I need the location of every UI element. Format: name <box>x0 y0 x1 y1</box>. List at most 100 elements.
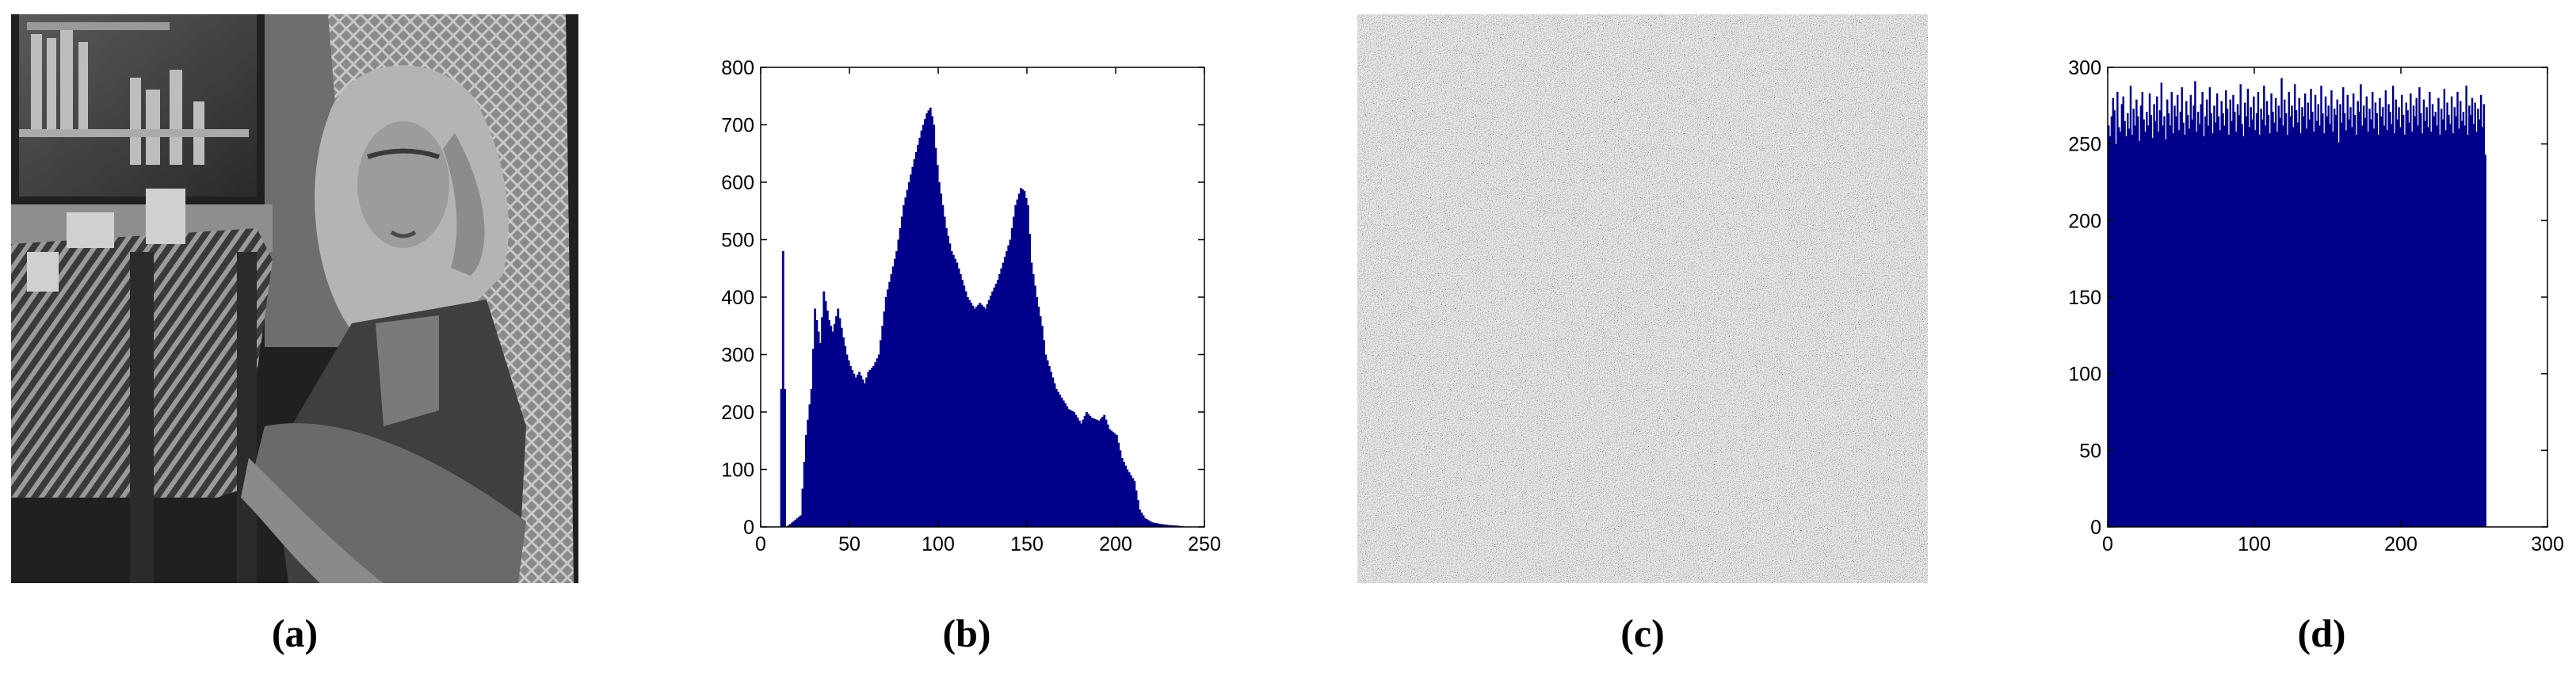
y-tick-label: 700 <box>721 115 754 137</box>
histogram-bar <box>2326 116 2329 527</box>
histogram-bar <box>2384 90 2387 527</box>
encrypted-image <box>1357 14 1928 583</box>
histogram-bar <box>1016 199 1019 527</box>
histogram-bar <box>2170 91 2173 527</box>
histogram-bar <box>2448 114 2450 527</box>
histogram-bar <box>840 327 843 527</box>
histogram-bar <box>2377 135 2379 528</box>
histogram-bar <box>1163 524 1166 527</box>
histogram-bar <box>858 372 861 527</box>
histogram-bar <box>2353 114 2357 527</box>
histogram-bar <box>2410 132 2414 527</box>
histogram-bar <box>1101 417 1104 527</box>
histogram-bar <box>2128 128 2131 527</box>
histogram-bar <box>2372 128 2376 527</box>
histogram-bar <box>1106 424 1109 527</box>
histogram-bar <box>1044 354 1048 527</box>
histogram-bar <box>811 349 815 527</box>
histogram-bar <box>817 331 820 527</box>
histogram-bar <box>2239 84 2242 527</box>
histogram-bar <box>2289 116 2292 527</box>
histogram-bar <box>2280 78 2283 528</box>
histogram-bar <box>868 369 872 527</box>
histogram-bar <box>2131 135 2134 528</box>
histogram-bar <box>838 318 841 527</box>
histogram-bar <box>2349 107 2352 527</box>
histogram-bar <box>2147 125 2150 527</box>
histogram-bar <box>2192 105 2195 527</box>
histogram-bar <box>945 228 948 527</box>
histogram-bar <box>814 308 817 527</box>
histogram-bar <box>1025 197 1028 527</box>
x-tick-label: 250 <box>1188 533 1221 555</box>
y-tick-label: 600 <box>721 172 754 194</box>
histogram-bar <box>952 254 955 527</box>
histogram-bar <box>2393 133 2396 527</box>
histogram-bar <box>2430 132 2433 527</box>
histogram-bar <box>1160 524 1162 527</box>
histogram-bar <box>1133 481 1136 527</box>
histogram-bar <box>1046 360 1049 527</box>
y-tick-label: 250 <box>2068 134 2101 156</box>
histogram-bar <box>2120 104 2124 527</box>
histogram-bar <box>2163 116 2166 527</box>
histogram-bar <box>918 137 922 527</box>
histogram-bar <box>966 297 969 527</box>
histogram-bar <box>1116 435 1118 527</box>
histogram-bar <box>1129 475 1132 527</box>
histogram-bar <box>2234 132 2238 527</box>
histogram-bar <box>881 326 884 527</box>
histogram-bar <box>897 239 900 527</box>
histogram-bar <box>973 308 976 527</box>
histogram-bar <box>2475 132 2478 527</box>
histogram-bar <box>907 182 910 527</box>
histogram-bar <box>2274 97 2277 527</box>
histogram-bar <box>792 521 796 527</box>
histogram-bar <box>2469 114 2472 527</box>
histogram-bar <box>2374 102 2377 527</box>
histogram-bar <box>2263 86 2265 527</box>
histogram-bar <box>2260 109 2262 527</box>
histogram-bar <box>1050 372 1052 527</box>
histogram-bar <box>2313 132 2315 527</box>
histogram-bar <box>2203 136 2205 527</box>
histogram-bar <box>931 116 933 527</box>
histogram-bar <box>2391 86 2395 527</box>
histogram-bar <box>794 519 797 527</box>
histogram-bar <box>1126 469 1129 527</box>
histogram-bar <box>2223 125 2226 527</box>
histogram-bar <box>2158 110 2162 528</box>
histogram-bar <box>2181 87 2183 528</box>
histogram-bar <box>877 354 880 527</box>
histogram-bar <box>1064 403 1067 527</box>
histogram-bar <box>2405 102 2407 527</box>
histogram-bar <box>1013 216 1015 527</box>
histogram-original: 0 50 100 150 200 250 0 100 200 300 400 500 600 700 800 <box>721 57 1221 555</box>
histogram-bar <box>826 310 829 527</box>
histogram-bar <box>1169 525 1172 527</box>
histogram-bar <box>2361 125 2364 527</box>
caption-c: (c) <box>1620 611 1665 655</box>
histogram-bar <box>2417 125 2419 527</box>
histogram-bar <box>2376 113 2378 527</box>
histogram-bar <box>2436 125 2438 527</box>
caption-d: (d) <box>2297 611 2346 655</box>
histogram-bar <box>2406 110 2409 528</box>
histogram-bar <box>884 297 887 527</box>
histogram-bar <box>2330 90 2333 527</box>
x-tick-label: 0 <box>755 533 766 555</box>
histogram-bar <box>821 317 823 527</box>
histogram-bar <box>2334 114 2337 527</box>
histogram-bar <box>2229 99 2231 528</box>
histogram-bar <box>883 311 886 527</box>
x-tick-label: 150 <box>1010 533 1044 555</box>
histogram-bar <box>1176 525 1178 527</box>
histogram-bar <box>2414 116 2417 527</box>
histogram-bar <box>1090 418 1093 527</box>
histogram-bar <box>1158 523 1161 527</box>
histogram-bar <box>2317 104 2319 527</box>
histogram-bar <box>2254 130 2257 527</box>
histogram-bar <box>2179 112 2182 528</box>
y-tick-label: 400 <box>721 287 754 309</box>
histogram-bar <box>2291 105 2293 527</box>
